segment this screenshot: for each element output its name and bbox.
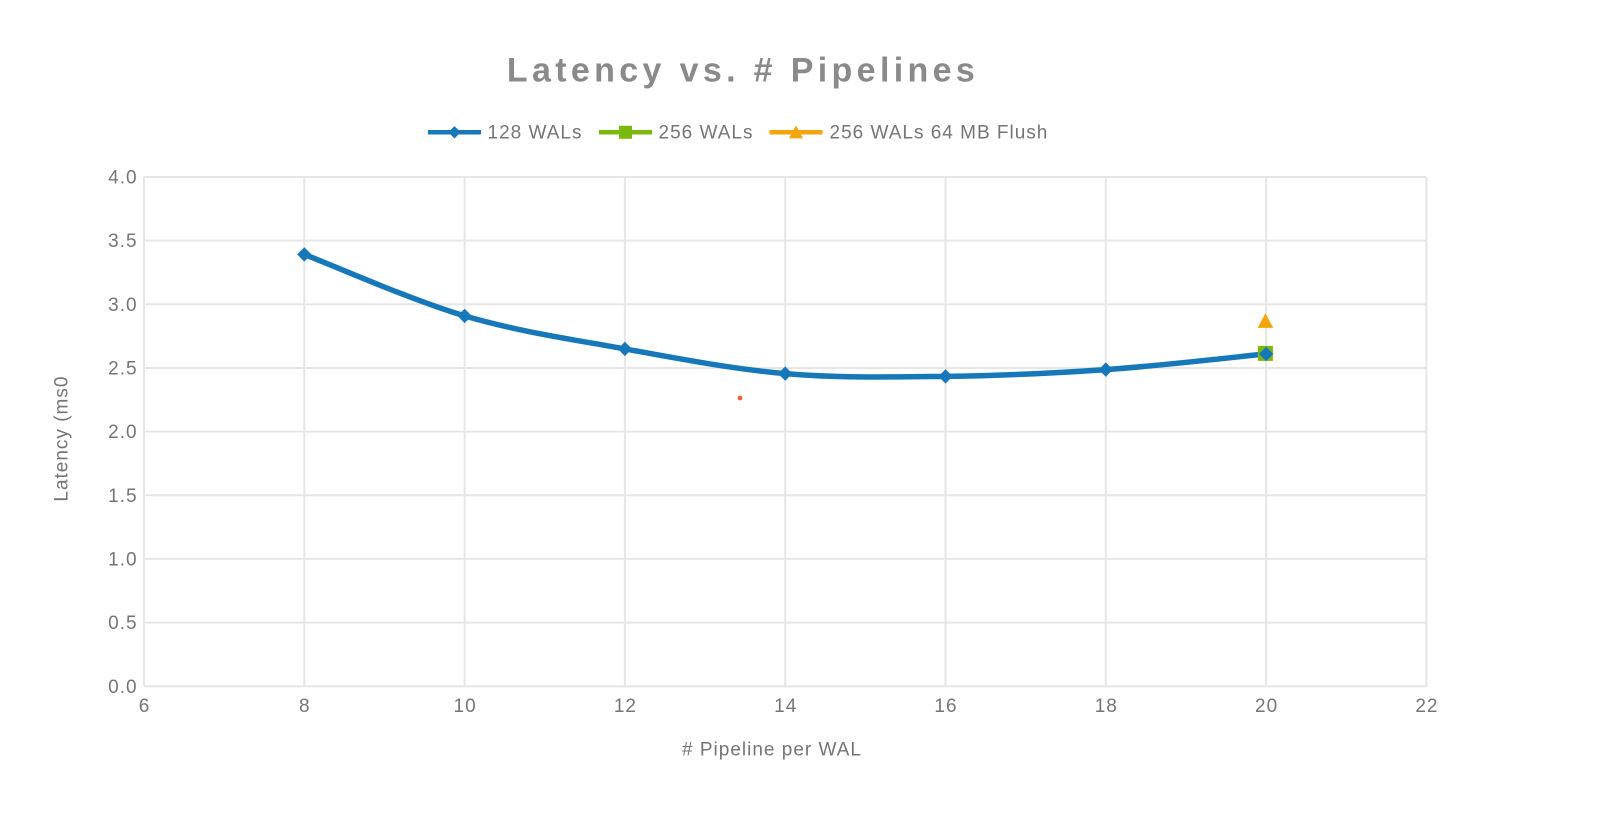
svg-text:1.5: 1.5	[108, 486, 137, 507]
svg-text:4.0: 4.0	[108, 168, 137, 189]
svg-text:2.5: 2.5	[108, 359, 137, 380]
svg-text:12: 12	[614, 696, 637, 717]
svg-text:Latency (ms0: Latency (ms0	[52, 376, 73, 502]
svg-text:8: 8	[299, 696, 311, 717]
svg-text:0.0: 0.0	[108, 677, 137, 698]
svg-text:10: 10	[454, 696, 477, 717]
svg-text:22: 22	[1415, 696, 1438, 717]
svg-text:256 WALs: 256 WALs	[659, 122, 754, 143]
svg-text:3.5: 3.5	[108, 231, 137, 252]
svg-text:16: 16	[934, 696, 957, 717]
svg-text:# Pipeline per WAL: # Pipeline per WAL	[682, 740, 862, 761]
svg-text:256 WALs 64 MB Flush: 256 WALs 64 MB Flush	[830, 122, 1049, 143]
svg-text:6: 6	[139, 696, 151, 717]
svg-text:128 WALs: 128 WALs	[488, 122, 583, 143]
svg-text:20: 20	[1255, 696, 1278, 717]
svg-text:14: 14	[774, 696, 797, 717]
svg-text:1.0: 1.0	[108, 550, 137, 571]
svg-text:Latency vs. # Pipelines: Latency vs. # Pipelines	[507, 52, 979, 90]
svg-text:2.0: 2.0	[108, 422, 137, 443]
svg-text:3.0: 3.0	[108, 295, 137, 316]
svg-text:18: 18	[1095, 696, 1118, 717]
svg-text:0.5: 0.5	[108, 613, 137, 634]
